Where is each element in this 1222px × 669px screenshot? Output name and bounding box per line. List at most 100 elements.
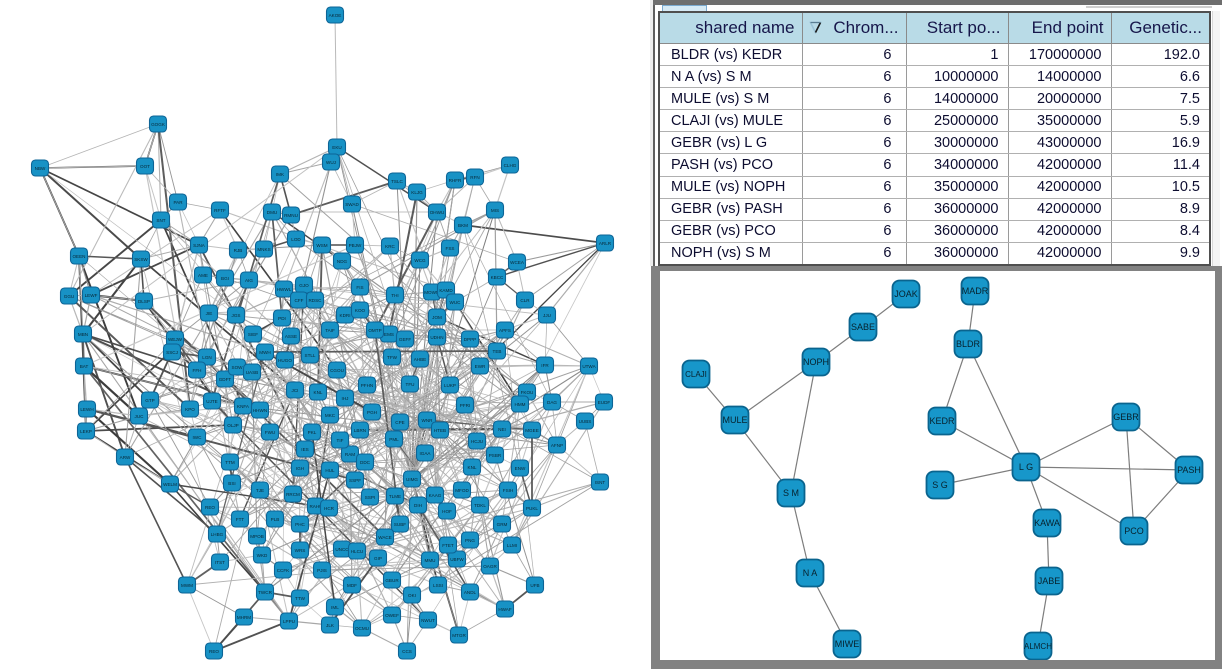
svg-text:PHC: PHC (295, 522, 305, 527)
svg-text:IWC: IWC (193, 435, 203, 440)
svg-text:KPO: KPO (185, 407, 195, 412)
svg-text:HHWN: HHWN (253, 408, 267, 413)
svg-text:GRM: GRM (497, 522, 508, 527)
svg-text:GEBR: GEBR (1113, 412, 1139, 422)
svg-text:LPPU: LPPU (283, 619, 295, 624)
svg-text:SSPI: SSPI (365, 495, 375, 500)
svg-text:SUBF: SUBF (394, 522, 406, 527)
svg-text:MNKS: MNKS (257, 247, 270, 252)
svg-text:GGU: GGU (64, 294, 74, 299)
svg-text:SOW: SOW (232, 365, 244, 370)
svg-text:N A: N A (803, 568, 818, 578)
svg-text:NOPH: NOPH (803, 357, 829, 367)
svg-text:PASH: PASH (1177, 465, 1201, 475)
svg-text:KNL: KNL (314, 390, 323, 395)
svg-text:PSBR: PSBR (489, 453, 502, 458)
svg-text:MULE: MULE (722, 415, 747, 425)
svg-text:ASSE: ASSE (285, 334, 297, 339)
svg-text:JUC: JUC (135, 414, 145, 419)
svg-text:OAGR: OAGR (483, 564, 497, 569)
svg-text:TTM: TTM (225, 460, 235, 465)
svg-text:OEEN: OEEN (72, 254, 85, 259)
svg-text:HOF: HOF (442, 509, 452, 514)
svg-text:KNL: KNL (468, 465, 477, 470)
svg-text:SSCJ: SSCJ (166, 350, 178, 355)
svg-text:WRS: WRS (295, 548, 306, 553)
svg-text:UASB: UASB (246, 370, 259, 375)
svg-text:TFW: TFW (387, 355, 398, 360)
svg-text:SNT: SNT (156, 218, 165, 223)
svg-text:WKD: WKD (257, 553, 268, 558)
svg-text:KDRI: KDRI (340, 313, 351, 318)
svg-text:JCI: JCI (292, 388, 299, 393)
svg-text:WSM: WSM (316, 243, 327, 248)
svg-text:CLAJI: CLAJI (685, 370, 707, 379)
svg-text:LBRN: LBRN (354, 428, 366, 433)
svg-text:RMNU: RMNU (284, 213, 298, 218)
svg-text:DDC: DDC (360, 460, 371, 465)
svg-text:WNR: WNR (422, 418, 434, 423)
svg-text:TFU: TFU (406, 382, 415, 387)
svg-text:IMK: IMK (276, 172, 285, 177)
svg-text:HUGO: HUGO (278, 358, 292, 363)
svg-text:KRC: KRC (385, 244, 395, 249)
svg-text:OCMU: OCMU (355, 626, 369, 631)
svg-text:AHBE: AHBE (414, 357, 427, 362)
svg-text:RHFR: RHFR (449, 178, 462, 183)
svg-text:REO: REO (205, 505, 215, 510)
svg-text:LGN: LGN (202, 355, 211, 360)
svg-text:CCS: CCS (402, 649, 412, 654)
svg-text:RFN: RFN (470, 175, 479, 180)
svg-text:TJE: TJE (256, 488, 264, 493)
svg-text:UUBS: UUBS (579, 419, 592, 424)
svg-text:BKM: BKM (458, 223, 468, 228)
svg-text:UJTE: UJTE (206, 399, 217, 404)
svg-text:LEKP: LEKP (80, 429, 92, 434)
svg-text:PML: PML (389, 437, 399, 442)
svg-text:OMTP: OMTP (368, 328, 381, 333)
svg-text:AKOE: AKOE (329, 13, 342, 18)
svg-text:BGI: BGI (221, 276, 229, 281)
svg-text:PAR: PAR (173, 200, 183, 205)
svg-text:SABE: SABE (851, 322, 875, 332)
svg-text:PNG: PNG (465, 538, 475, 543)
svg-text:MHRM: MHRM (237, 615, 251, 620)
svg-text:PFHN: PFHN (361, 383, 374, 388)
svg-text:PKL: PKL (308, 430, 317, 435)
svg-text:RJB: RJB (234, 248, 243, 253)
svg-text:MBN: MBN (78, 332, 88, 337)
svg-text:CCFK: CCFK (277, 568, 290, 573)
svg-text:KNFA: KNFA (237, 404, 250, 409)
svg-text:CLHG: CLHG (504, 163, 517, 168)
svg-text:AIG: AIG (245, 278, 253, 283)
svg-text:BLDR: BLDR (956, 339, 981, 349)
svg-text:LUKP: LUKP (444, 383, 456, 388)
svg-text:MIS: MIS (491, 208, 499, 213)
svg-text:UFB: UFB (530, 583, 539, 588)
svg-text:KAWA: KAWA (1034, 518, 1060, 528)
svg-text:ALMCH: ALMCH (1024, 642, 1052, 651)
svg-text:SSPF: SSPF (349, 478, 361, 483)
svg-text:PUKL: PUKL (526, 506, 538, 511)
svg-text:TDKL: TDKL (474, 503, 486, 508)
svg-text:JJU: JJU (543, 313, 551, 318)
svg-text:LLMI: LLMI (507, 543, 517, 548)
svg-text:SJNA: SJNA (193, 243, 206, 248)
svg-text:WELM: WELM (163, 482, 177, 487)
svg-text:PLB: PLB (271, 517, 280, 522)
svg-text:FSS: FSS (446, 246, 455, 251)
svg-text:S G: S G (932, 480, 948, 490)
svg-text:GTP: GTP (145, 398, 154, 403)
svg-text:CPE: CPE (395, 420, 404, 425)
svg-text:ISNT: ISNT (595, 480, 606, 485)
svg-text:HWWL: HWWL (277, 287, 292, 292)
svg-text:GJO: GJO (299, 283, 309, 288)
svg-text:TEB: TEB (493, 349, 502, 354)
svg-text:TTW: TTW (295, 596, 306, 601)
svg-text:DPPP: DPPP (464, 337, 477, 342)
svg-text:HCJU: HCJU (471, 439, 483, 444)
svg-text:KLJG: KLJG (411, 190, 423, 195)
svg-text:ENW: ENW (515, 466, 526, 471)
svg-text:JGS: JGS (232, 313, 241, 318)
svg-text:ARLR: ARLR (599, 241, 612, 246)
